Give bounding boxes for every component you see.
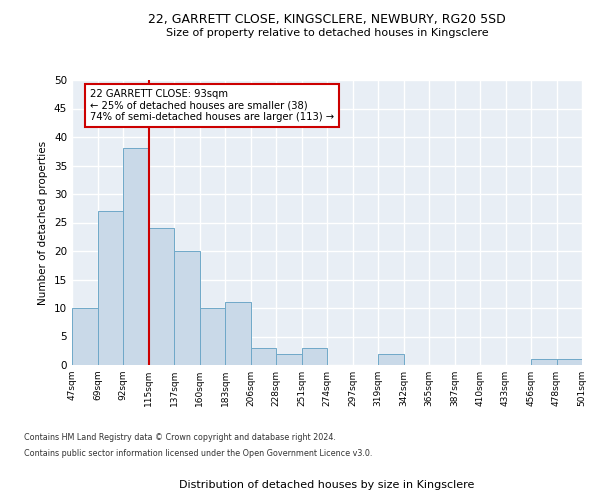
Text: 22, GARRETT CLOSE, KINGSCLERE, NEWBURY, RG20 5SD: 22, GARRETT CLOSE, KINGSCLERE, NEWBURY, … bbox=[148, 12, 506, 26]
Bar bbox=[378, 354, 404, 365]
Text: Contains public sector information licensed under the Open Government Licence v3: Contains public sector information licen… bbox=[24, 448, 373, 458]
Bar bbox=[72, 308, 97, 365]
Bar bbox=[97, 211, 123, 365]
Bar bbox=[557, 360, 582, 365]
Bar bbox=[123, 148, 149, 365]
Bar bbox=[225, 302, 251, 365]
Text: Contains HM Land Registry data © Crown copyright and database right 2024.: Contains HM Land Registry data © Crown c… bbox=[24, 434, 336, 442]
Text: 22 GARRETT CLOSE: 93sqm
← 25% of detached houses are smaller (38)
74% of semi-de: 22 GARRETT CLOSE: 93sqm ← 25% of detache… bbox=[90, 88, 334, 122]
Text: Size of property relative to detached houses in Kingsclere: Size of property relative to detached ho… bbox=[166, 28, 488, 38]
Bar bbox=[531, 360, 557, 365]
Bar bbox=[276, 354, 302, 365]
Bar bbox=[199, 308, 225, 365]
Bar bbox=[302, 348, 327, 365]
Text: Distribution of detached houses by size in Kingsclere: Distribution of detached houses by size … bbox=[179, 480, 475, 490]
Y-axis label: Number of detached properties: Number of detached properties bbox=[38, 140, 49, 304]
Bar bbox=[251, 348, 276, 365]
Bar bbox=[174, 251, 199, 365]
Bar bbox=[149, 228, 174, 365]
